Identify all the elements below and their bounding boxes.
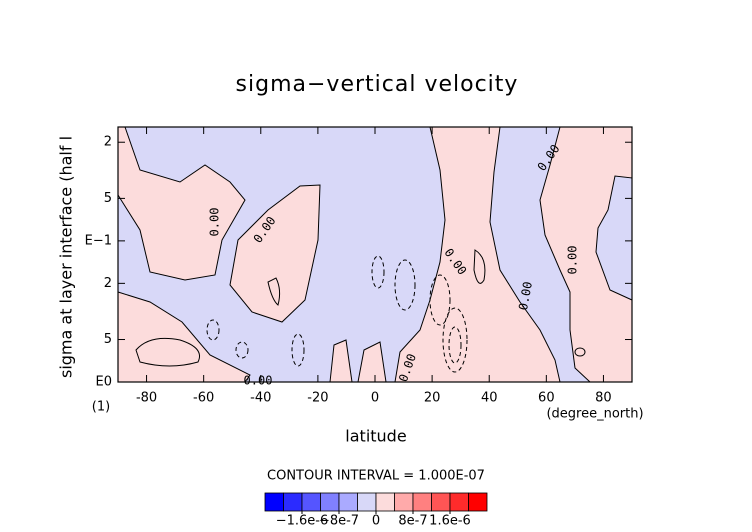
colorbar-box [283,492,303,512]
colorbar-box [412,492,432,512]
y-tick-label: E0 [96,375,113,390]
x-tick-label: 0 [371,391,379,406]
y-tick-label: 5 [104,191,112,206]
y-axis-label: sigma at layer interface (half l [57,136,76,378]
colorbar-box [301,492,321,512]
y-tick-label: 2 [104,135,112,150]
contour-label: 0.00 [244,374,273,388]
colorbar-label: 0 [372,514,380,529]
y-tick-label: 5 [104,332,112,347]
contour-label: 0.00 [516,280,535,311]
colorbar-box [394,492,414,512]
x-tick-label: -40 [250,391,271,406]
colorbar-box [431,492,451,512]
x-tick-label: -20 [307,391,328,406]
contour-label: 0.00 [208,208,222,237]
y-axis-units: (1) [92,400,110,415]
x-tick-label: 80 [595,391,612,406]
y-tick-label: 2 [104,276,112,291]
x-axis-label: latitude [345,427,406,446]
colorbar-box [264,492,284,512]
x-tick-label: -80 [136,391,157,406]
colorbar-box [375,492,395,512]
colorbar-box [468,492,488,512]
x-tick-label: 40 [481,391,498,406]
colorbar-box [338,492,358,512]
colorbar-box [449,492,469,512]
colorbar-box [357,492,377,512]
x-tick-label: 20 [424,391,441,406]
x-tick-label: -60 [193,391,214,406]
plot-area: 0.00 0.00 0.00 0.00 0.00 0.00 0.00 0.00 [117,126,633,388]
x-axis-units: (degree_north) [546,407,643,422]
colorbar-label: 8e-7 [398,514,427,529]
contour-label: 0.00 [566,246,580,275]
colorbar-label: 1.6e-6 [429,514,471,529]
y-tick-label: E−1 [85,233,112,248]
colorbar-label: −1.6e-6 [276,514,329,529]
chart-title: sigma−vertical velocity [236,72,519,97]
colorbar-box [320,492,340,512]
field-positive [117,126,633,383]
colorbar-label: −8e-7 [319,514,359,529]
contour-interval: CONTOUR INTERVAL = 1.000E-07 [267,469,485,484]
x-tick-label: 60 [538,391,555,406]
